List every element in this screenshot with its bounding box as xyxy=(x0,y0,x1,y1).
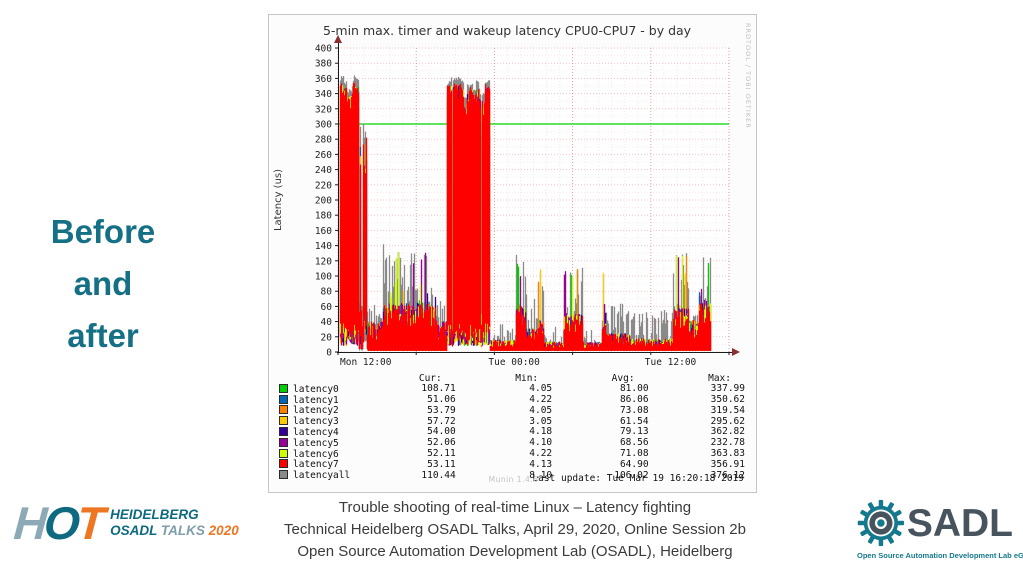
latency-graph-plot: 0 20 40 60 80 100 120 140 160 180 200 220 240 260 280 3… xyxy=(273,35,740,369)
x-tick-label: Mon 12:00 xyxy=(340,357,392,368)
legend-swatch-latency3 xyxy=(279,416,288,426)
hot-logo-year: 2020 xyxy=(208,523,239,538)
legend-header-row: Cur: Min: Avg: Max: xyxy=(279,374,745,384)
y-tick-label: 260 xyxy=(315,150,332,161)
hot-logo-letter-h: H xyxy=(12,497,47,549)
legend-swatch-latency1 xyxy=(279,394,288,404)
legend-row-latency2: latency2 53.79 4.05 73.08 319.54 xyxy=(279,405,745,416)
slide-title-line: Before xyxy=(50,213,156,250)
y-tick-label: 280 xyxy=(315,135,332,146)
x-tick-label: Tue 00:00 xyxy=(488,357,540,368)
legend-header-min: Min: xyxy=(515,374,539,384)
y-tick-label: 0 xyxy=(326,348,332,359)
legend-body: latency0 108.71 4.05 81.00 337.99 latency1 51.… xyxy=(279,383,745,481)
osadl-logo-row: SADL xyxy=(857,498,1013,548)
osadl-gear-icon xyxy=(857,499,905,547)
caption-line: Technical Heidelberg OSADL Talks, April … xyxy=(284,521,746,538)
caption-line: Open Source Automation Development Lab (… xyxy=(297,543,733,560)
y-tick-label: 240 xyxy=(315,165,332,176)
hot-logo-text: HEIDELBERG OSADL TALKS 2020 xyxy=(110,507,239,539)
legend-swatch-latency0 xyxy=(279,383,288,393)
x-axis-arrow xyxy=(732,348,740,356)
y-tick-label: 340 xyxy=(315,89,332,100)
legend-table: Cur: Min: Avg: Max: latency0 108.71 4.05 81… xyxy=(279,374,745,481)
legend-header-max: Max: xyxy=(708,374,731,384)
legend-header-cur: Cur: xyxy=(418,374,442,384)
slide-caption: Trouble shooting of real-time Linux – La… xyxy=(263,497,767,563)
legend-row-latency3: latency3 57.72 3.05 61.54 295.62 xyxy=(279,416,745,427)
last-update-text: Last update: Tue Mar 19 16:20:18 2019 xyxy=(532,473,744,484)
y-tick-label: 100 xyxy=(315,272,332,283)
y-axis-title: Latency (us) xyxy=(273,169,284,231)
chart-title: 5-min max. timer and wakeup latency CPU0… xyxy=(322,23,692,38)
y-tick-label: 20 xyxy=(321,332,333,343)
legend-row-latency1: latency1 51.06 4.22 86.06 350.62 xyxy=(279,394,745,406)
y-axis-arrow xyxy=(334,35,342,43)
y-tick-label: 140 xyxy=(315,241,332,252)
y-tick-label: 160 xyxy=(315,226,332,237)
slide-title-line: after xyxy=(67,317,139,354)
legend-swatch-latency4 xyxy=(279,426,288,436)
axes xyxy=(334,35,740,356)
y-tick-label: 400 xyxy=(315,44,332,55)
munin-version-text: Munin 1.4.6 xyxy=(488,475,539,484)
slide-title-line: and xyxy=(73,265,133,302)
legend-swatch-latency7 xyxy=(279,459,288,469)
y-tick-label: 120 xyxy=(315,256,332,267)
y-tick-label: 60 xyxy=(321,302,333,313)
legend-row-latency6: latency6 52.11 4.22 71.08 363.83 xyxy=(279,448,745,460)
osadl-logo-letters: SADL xyxy=(906,501,1013,545)
hot-logo-osadl-talks: OSADL TALKS 2020 xyxy=(110,523,239,539)
hot-logo-osadl: OSADL xyxy=(110,523,158,538)
legend-swatch-latency2 xyxy=(279,405,288,415)
legend-swatch-latencyall xyxy=(279,470,288,480)
hot-logo-letter-t: T xyxy=(75,497,104,549)
hot-logo-heidelberg: HEIDELBERG xyxy=(110,507,199,522)
y-tick-label: 40 xyxy=(321,317,333,328)
y-tick-label: 300 xyxy=(315,120,332,131)
legend-header-avg: Avg: xyxy=(611,374,635,384)
legend-row-latency5: latency5 52.06 4.10 68.56 232.78 xyxy=(279,437,745,449)
caption-line: Trouble shooting of real-time Linux – La… xyxy=(338,499,692,516)
hot-logo-icon: HOT xyxy=(12,497,104,549)
legend-header-spacer xyxy=(279,374,359,384)
y-tick-label: 180 xyxy=(315,211,332,222)
y-tick-label: 80 xyxy=(321,287,333,298)
grid-lines xyxy=(337,47,730,353)
x-tick-label: Tue 12:00 xyxy=(645,357,697,368)
legend-swatch-latency6 xyxy=(279,448,288,458)
hot-logo-talks: TALKS xyxy=(160,523,205,538)
y-tick-label: 360 xyxy=(315,74,332,85)
series-latency7 xyxy=(339,82,712,351)
slide-title-before-and-after: Before and after xyxy=(28,206,178,362)
legend-swatch-latency5 xyxy=(279,437,288,447)
hot-talks-logo: HOT HEIDELBERG OSADL TALKS 2020 xyxy=(12,497,239,549)
legend-row-latencyall: latencyall 110.44 8.10 106.02 376.12 xyxy=(279,470,745,481)
y-tick-label: 320 xyxy=(315,104,332,115)
latency-chart-card: 0 20 40 60 80 100 120 140 160 180 200 220 240 260 280 3… xyxy=(268,14,757,493)
legend-row-latency7: latency7 53.11 4.13 64.90 356.91 xyxy=(279,459,745,470)
legend-row-latency0: latency0 108.71 4.05 81.00 337.99 xyxy=(279,383,745,395)
hot-logo-letter-o: O xyxy=(42,497,79,549)
osadl-logo-subtitle: Open Source Automation Development Lab e… xyxy=(857,551,1023,560)
osadl-logo: SADL Open Source Automation Development … xyxy=(857,498,1023,560)
y-tick-label: 200 xyxy=(315,196,332,207)
chart-legend: Cur: Min: Avg: Max: latency0 108.71 4.05 81… xyxy=(279,374,749,481)
y-tick-label: 220 xyxy=(315,180,332,191)
y-tick-label: 380 xyxy=(315,59,332,70)
tick-labels: 0 20 40 60 80 100 120 140 160 180 200 220 240 260 280 3… xyxy=(315,44,697,369)
legend-row-latency4: latency4 54.00 4.18 79.13 362.82 xyxy=(279,426,745,438)
rrdtool-watermark: RRDTOOL / TOBI OETIKER xyxy=(744,23,752,129)
